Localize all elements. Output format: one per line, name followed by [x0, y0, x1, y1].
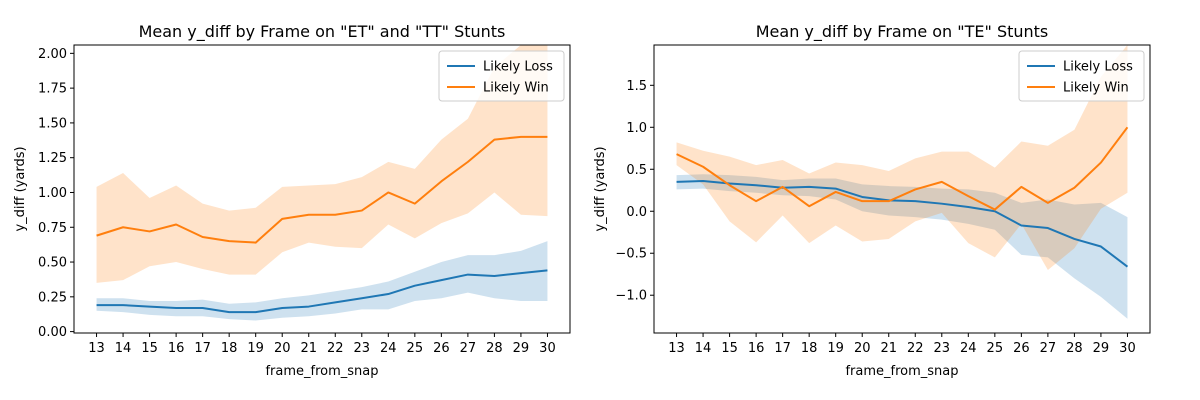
- chart-title: Mean y_diff by Frame on "TE" Stunts: [756, 22, 1049, 42]
- x-tick-label: 30: [539, 341, 556, 356]
- x-tick-label: 14: [695, 341, 712, 356]
- x-tick-label: 13: [88, 341, 105, 356]
- x-tick-label: 15: [721, 341, 738, 356]
- legend-box: [438, 50, 565, 102]
- x-tick-label: 29: [1093, 341, 1110, 356]
- x-tick-label: 27: [1040, 341, 1057, 356]
- y-tick-label: −0.5: [615, 247, 647, 262]
- chart-title: Mean y_diff by Frame on "ET" and "TT" St…: [139, 22, 506, 42]
- chart-panel-1: 13 14 15 16 17 18 19 20 21 22 23 24 25 26 27 28 29 30 0.00…: [13, 22, 571, 379]
- series-line-likely-win: [676, 126, 1129, 211]
- y-tick-label: 1.00: [38, 186, 67, 201]
- series-line-likely-loss: [96, 269, 548, 314]
- x-tick-label: 19: [827, 341, 844, 356]
- y-axis-label: y_diff (yards): [13, 146, 28, 231]
- confidence-band-likely-win: [96, 45, 548, 283]
- plot-area: [96, 45, 548, 321]
- x-tick-label: 22: [327, 341, 344, 356]
- legend: Likely Loss Likely Win: [1018, 50, 1145, 102]
- x-tick-label: 18: [221, 341, 238, 356]
- x-tick-label: 24: [380, 341, 397, 356]
- axes-frame: [653, 44, 1151, 334]
- y-tick-label: 1.5: [626, 79, 647, 94]
- y-axis-label: y_diff (yards): [593, 146, 608, 231]
- x-tick-label: 17: [774, 341, 791, 356]
- x-tick-label: 28: [486, 341, 503, 356]
- y-tick-label: 1.0: [626, 121, 647, 136]
- x-tick-label: 16: [168, 341, 185, 356]
- axes-frame: [73, 44, 571, 334]
- y-tick-label: −1.0: [615, 289, 647, 304]
- y-tick-label: 2.00: [38, 47, 67, 62]
- x-tick-label: 13: [668, 341, 685, 356]
- legend: Likely Loss Likely Win: [438, 50, 565, 102]
- x-tick-label: 24: [960, 341, 977, 356]
- y-tick-label: 1.75: [38, 82, 67, 97]
- x-tick-label: 19: [247, 341, 264, 356]
- series-line-likely-win: [96, 135, 548, 244]
- x-tick-label: 27: [460, 341, 477, 356]
- x-tick-label: 25: [987, 341, 1004, 356]
- x-tick-label: 17: [194, 341, 211, 356]
- x-tick-label: 20: [854, 341, 871, 356]
- chart-panel-2: 13 14 15 16 17 18 19 20 21 22 23 24 25 26 27 28 29 30 −1.0…: [593, 22, 1151, 379]
- x-tick-label: 23: [354, 341, 371, 356]
- x-tick-label: 29: [513, 341, 530, 356]
- y-tick-label: 0.75: [38, 221, 67, 236]
- x-tick-label: 20: [274, 341, 291, 356]
- legend-label-likely-loss: Likely Loss: [1063, 60, 1133, 75]
- legend-label-likely-loss: Likely Loss: [483, 60, 553, 75]
- y-tick-label: 1.50: [38, 116, 67, 131]
- series-line-likely-loss: [676, 180, 1129, 268]
- x-tick-label: 21: [300, 341, 317, 356]
- confidence-band-likely-loss: [676, 174, 1128, 319]
- legend-box: [1018, 50, 1145, 102]
- y-tick-label: 0.0: [626, 205, 647, 220]
- x-tick-label: 14: [115, 341, 132, 356]
- legend-label-likely-win: Likely Win: [1063, 81, 1129, 96]
- x-tick-label: 26: [433, 341, 450, 356]
- y-tick-label: 0.5: [626, 163, 647, 178]
- x-tick-label: 21: [880, 341, 897, 356]
- confidence-band-likely-win: [676, 45, 1128, 271]
- x-tick-label: 28: [1066, 341, 1083, 356]
- y-tick-label: 1.25: [38, 151, 67, 166]
- x-tick-label: 23: [934, 341, 951, 356]
- x-tick-label: 18: [801, 341, 818, 356]
- y-tick-label: 0.00: [38, 325, 67, 340]
- x-tick-label: 15: [141, 341, 158, 356]
- y-tick-label: 0.50: [38, 256, 67, 271]
- x-tick-label: 25: [407, 341, 424, 356]
- x-tick-label: 30: [1119, 341, 1136, 356]
- y-tick-label: 0.25: [38, 290, 67, 305]
- plot-area: [676, 45, 1129, 319]
- x-axis-label: frame_from_snap: [265, 364, 378, 379]
- x-tick-label: 16: [748, 341, 765, 356]
- x-tick-label: 26: [1013, 341, 1030, 356]
- x-axis-label: frame_from_snap: [845, 364, 958, 379]
- x-tick-label: 22: [907, 341, 924, 356]
- legend-label-likely-win: Likely Win: [483, 81, 549, 96]
